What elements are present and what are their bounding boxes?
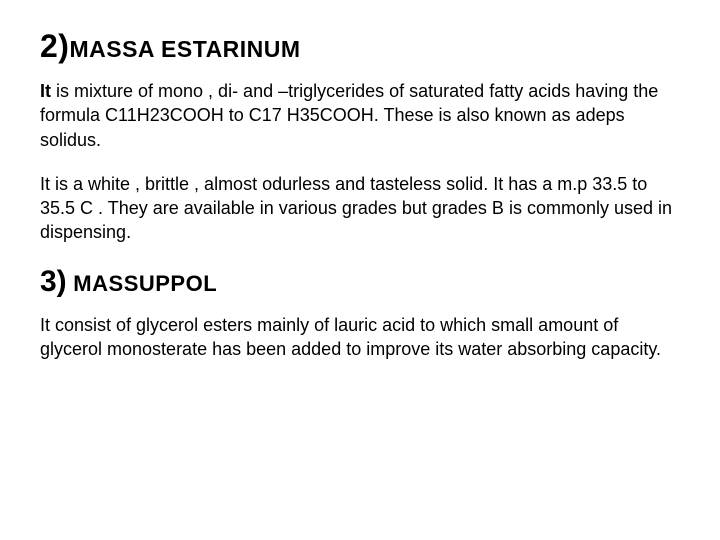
section-1-heading: 2)MASSA ESTARINUM — [40, 28, 680, 65]
section-2-title: MASSUPPOL — [67, 271, 217, 296]
section-2-number: 3) — [40, 265, 67, 298]
section-1-number: 2) — [40, 28, 69, 64]
section-1-paragraph-1: It is mixture of mono , di- and –triglyc… — [40, 79, 680, 152]
section-2-heading: 3) MASSUPPOL — [40, 265, 680, 299]
section-1-para1-rest: is mixture of mono , di- and –triglyceri… — [40, 81, 658, 150]
section-1-para1-lead: It — [40, 81, 51, 101]
section-1-title: MASSA ESTARINUM — [69, 36, 300, 62]
document-page: 2)MASSA ESTARINUM It is mixture of mono … — [0, 0, 720, 361]
section-2-paragraph-1: It consist of glycerol esters mainly of … — [40, 313, 680, 362]
section-1-paragraph-2: It is a white , brittle , almost odurles… — [40, 172, 680, 245]
